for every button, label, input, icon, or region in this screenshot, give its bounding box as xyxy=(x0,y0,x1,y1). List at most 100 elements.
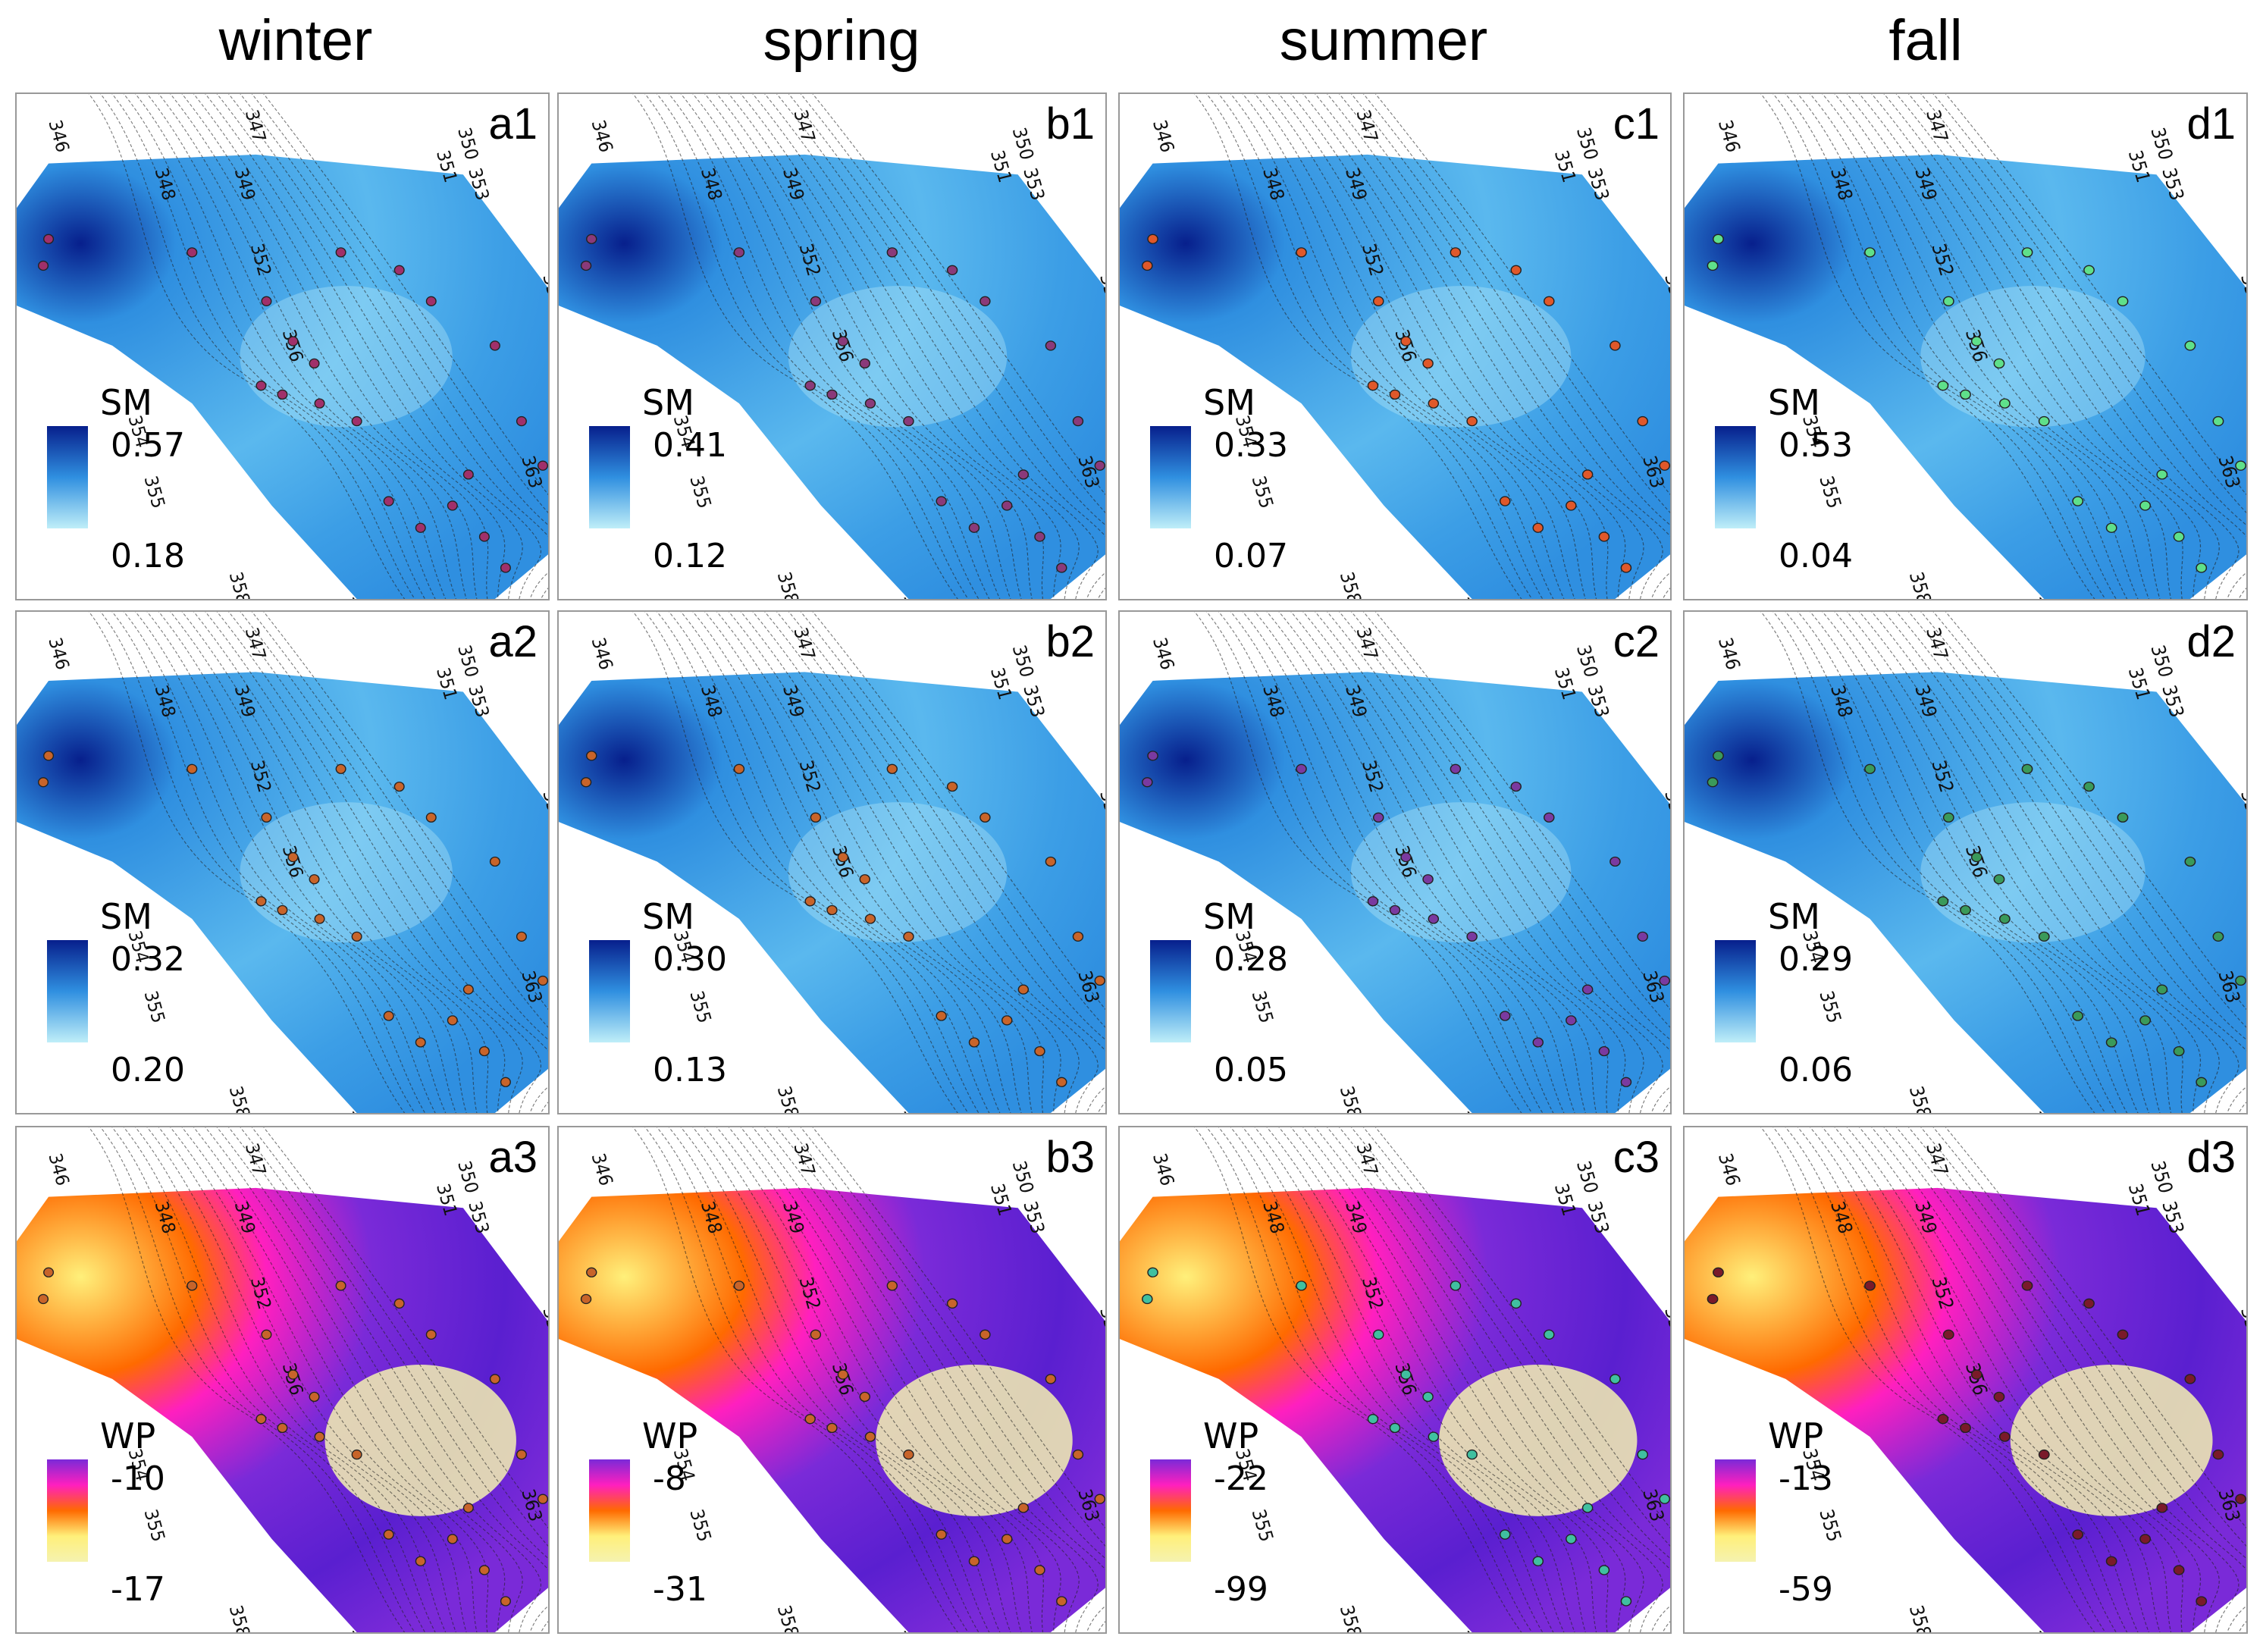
sample-point xyxy=(287,1369,299,1380)
sample-point xyxy=(1142,1293,1153,1305)
contour-line xyxy=(776,612,1105,1113)
sample-point xyxy=(489,1374,500,1384)
panel-label: d2 xyxy=(2186,617,2236,666)
contour-line xyxy=(1760,612,2095,1113)
sample-point xyxy=(1510,781,1522,792)
contour-line xyxy=(644,612,969,1113)
contour-line xyxy=(1858,94,2183,599)
contour-line xyxy=(1772,612,2106,1113)
sample-point xyxy=(1532,522,1544,533)
contour-line xyxy=(181,612,489,1113)
sample-point xyxy=(1094,975,1105,986)
sample-point xyxy=(489,856,500,867)
contour-line xyxy=(1846,612,2172,1113)
contour-label: 358 xyxy=(1904,1603,1935,1632)
contour-line xyxy=(88,1127,406,1632)
sample-point xyxy=(936,496,947,506)
legend-colorbar xyxy=(1715,426,1756,528)
color-legend: WP -22 -99 xyxy=(1150,1415,1332,1620)
sample-point xyxy=(1609,856,1621,867)
sample-point xyxy=(946,265,958,275)
contour-label: 346 xyxy=(44,635,73,672)
contour-label: 346 xyxy=(1149,118,1179,155)
color-legend: SM 0.33 0.07 xyxy=(1150,382,1332,587)
sample-point xyxy=(1296,247,1307,258)
sample-point xyxy=(2173,1565,2185,1575)
sample-point xyxy=(500,1596,511,1607)
sample-point xyxy=(1094,460,1105,471)
sample-point xyxy=(447,1015,458,1026)
sample-point xyxy=(936,1011,947,1021)
contour-line xyxy=(668,612,990,1113)
contour-line xyxy=(1809,612,2139,1113)
sample-point xyxy=(516,415,527,427)
sample-point xyxy=(1707,777,1719,788)
contour-label: 359 xyxy=(337,1109,365,1113)
contour-line xyxy=(656,612,979,1113)
contour-line xyxy=(1883,94,2220,599)
contour-line xyxy=(227,1127,548,1632)
contour-label: 347 xyxy=(1352,1141,1382,1178)
contour-label: 350 xyxy=(2146,643,2177,679)
sample-point xyxy=(1428,914,1440,924)
contour-label: 358 xyxy=(1904,1084,1935,1113)
contour-label: 347 xyxy=(1352,108,1382,145)
contour-line xyxy=(812,94,1105,496)
sample-point xyxy=(516,931,527,942)
color-legend: SM 0.32 0.20 xyxy=(47,896,229,1101)
sample-point xyxy=(1147,751,1158,761)
contour-label: 350 xyxy=(1572,1158,1603,1196)
contour-line xyxy=(1760,94,2095,599)
contour-label: 346 xyxy=(44,118,74,155)
sample-point xyxy=(277,1422,288,1434)
sample-point xyxy=(2212,1449,2224,1460)
sample-point xyxy=(1637,931,1648,942)
contour-line xyxy=(1846,94,2172,599)
legend-variable: WP xyxy=(1203,1415,1259,1456)
sample-point xyxy=(393,781,405,792)
contour-label: 346 xyxy=(1148,635,1178,672)
sample-point xyxy=(886,763,898,774)
sample-point xyxy=(1367,381,1379,391)
sample-point xyxy=(1466,931,1478,942)
contour-line xyxy=(88,94,406,599)
contour-line xyxy=(1374,94,1670,496)
contour-line xyxy=(263,612,548,1011)
contour-line xyxy=(205,94,523,599)
sample-point xyxy=(804,896,816,907)
legend-max: -13 xyxy=(1779,1459,1833,1498)
legend-max: 0.32 xyxy=(111,940,185,979)
sample-point xyxy=(1045,340,1057,351)
sample-point xyxy=(1372,812,1384,823)
legend-colorbar xyxy=(1715,1459,1756,1562)
contour-label: 359 xyxy=(888,595,918,599)
contour-label: 358 xyxy=(224,1084,253,1113)
sample-point xyxy=(1970,336,1982,346)
legend-max: 0.30 xyxy=(653,940,727,979)
sample-point xyxy=(38,777,49,788)
sample-point xyxy=(447,500,458,511)
contour-line xyxy=(205,612,523,1113)
sample-point xyxy=(859,358,870,369)
contour-line xyxy=(205,1127,523,1632)
color-legend: WP -13 -59 xyxy=(1715,1415,1897,1620)
sample-point xyxy=(1072,415,1084,427)
map-b3: 3463473483493503513523533543553563573583… xyxy=(559,1127,1105,1632)
contour-label: 359 xyxy=(888,1628,918,1632)
sample-point xyxy=(1713,234,1724,244)
sample-point xyxy=(2038,1449,2050,1460)
sm-anomaly-patch xyxy=(1920,286,2145,428)
sample-point xyxy=(2184,1374,2196,1384)
sample-point xyxy=(1367,1414,1379,1425)
sample-point xyxy=(936,1529,947,1540)
contour-label: 358 xyxy=(1335,569,1365,599)
sample-point xyxy=(2117,296,2129,306)
sample-point xyxy=(946,781,958,792)
sample-point xyxy=(1937,381,1949,391)
legend-min: 0.06 xyxy=(1779,1051,1853,1089)
sample-point xyxy=(2021,247,2033,258)
contour-line xyxy=(644,1127,969,1632)
contour-line xyxy=(1278,94,1597,599)
season-header-winter: winter xyxy=(218,8,373,73)
contour-label: 350 xyxy=(2146,1158,2177,1196)
